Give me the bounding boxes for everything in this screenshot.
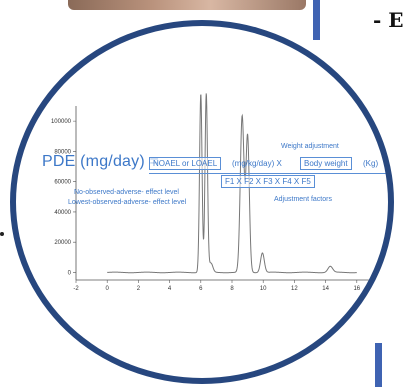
- x-tick-label: 10: [260, 286, 267, 292]
- chromatogram-chart: -2 0 2 4 6 8 10 12 14 16 18 0 20000 40000 60000 80000 10…: [51, 93, 392, 292]
- weight-adjustment-note: Weight adjustment: [281, 143, 339, 150]
- x-tick-label: 0: [106, 286, 110, 292]
- denominator-box: F1 X F2 X F3 X F4 X F5: [221, 175, 315, 188]
- body-weight-box: Body weight: [300, 157, 352, 170]
- bullet-dot: [0, 232, 4, 236]
- adjustment-factors-note: Adjustment factors: [274, 196, 332, 203]
- x-tick-label: 8: [230, 286, 234, 292]
- x-tick-label: -2: [73, 286, 79, 292]
- side-heading-text: - E: [373, 8, 404, 32]
- y-tick-label: 20000: [54, 240, 71, 246]
- loael-note: Lowest-observed-adverse- effect level: [68, 199, 187, 206]
- chart-circle-frame: -2 0 2 4 6 8 10 12 14 16 18 0 20000 40000 60000 80000 10…: [10, 20, 394, 384]
- y-tick-label: 60000: [54, 180, 71, 186]
- x-tick-label: 2: [137, 286, 141, 292]
- pde-formula-label: PDE (mg/day) =: [42, 153, 160, 170]
- noael-loael-box: NOAEL or LOAEL: [149, 157, 222, 170]
- accent-bar-top: [313, 0, 320, 40]
- top-photo-strip: [68, 0, 306, 10]
- noael-note: No-observed-adverse- effect level: [74, 189, 179, 196]
- x-tick-label: 14: [322, 286, 329, 292]
- y-tick-label: 40000: [54, 210, 71, 216]
- numerator-unit: (mg/kg/day) X: [232, 159, 282, 168]
- accent-bar-bottom: [375, 343, 382, 387]
- x-tick-label: 16: [353, 286, 360, 292]
- x-tick-label: 18: [385, 286, 392, 292]
- x-tick-label: 4: [168, 286, 172, 292]
- x-tick-label: 6: [199, 286, 203, 292]
- weight-unit: (Kg): [363, 159, 379, 168]
- x-tick-label: 12: [291, 286, 298, 292]
- y-tick-label: 0: [68, 270, 72, 276]
- y-tick-label: 80000: [54, 149, 71, 155]
- y-tick-label: 100000: [51, 119, 72, 125]
- chromatogram-line: [107, 93, 357, 274]
- fraction-line: [149, 173, 388, 174]
